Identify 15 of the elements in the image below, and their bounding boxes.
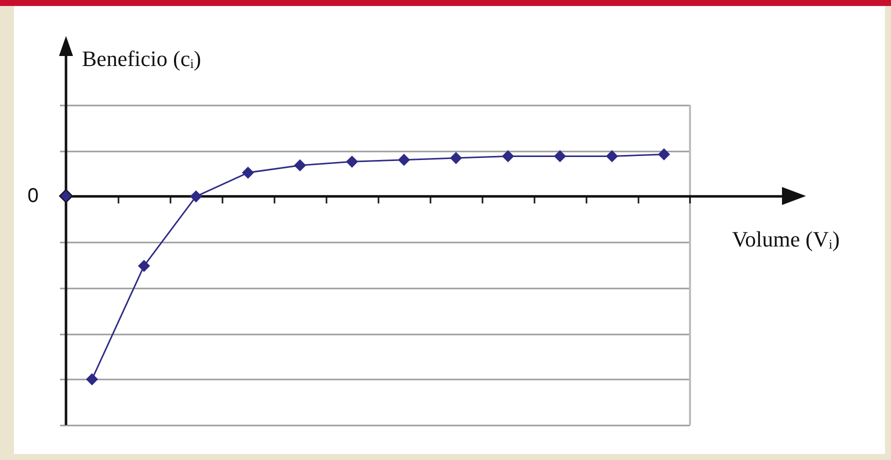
point	[242, 166, 254, 178]
point	[138, 260, 150, 272]
point	[502, 150, 514, 162]
point	[190, 190, 202, 202]
text: 0	[27, 184, 39, 207]
point	[450, 152, 462, 164]
point	[658, 148, 670, 160]
point	[294, 160, 306, 172]
y-axis-title: Beneficio (cᵢ)	[82, 46, 202, 71]
point	[606, 150, 618, 162]
x-axis-title: Volume (Vᵢ)	[732, 226, 840, 252]
point	[554, 150, 566, 162]
point	[86, 374, 98, 386]
point	[398, 154, 410, 166]
point	[346, 156, 358, 168]
